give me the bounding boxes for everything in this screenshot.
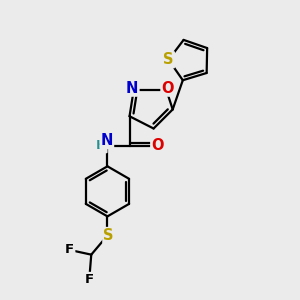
Text: F: F <box>65 243 74 256</box>
Text: O: O <box>161 81 174 96</box>
Text: F: F <box>85 273 94 286</box>
Text: S: S <box>163 52 174 67</box>
Text: O: O <box>151 138 164 153</box>
Text: S: S <box>103 228 114 243</box>
Text: N: N <box>126 81 139 96</box>
Text: H: H <box>95 139 106 152</box>
Text: N: N <box>101 133 113 148</box>
